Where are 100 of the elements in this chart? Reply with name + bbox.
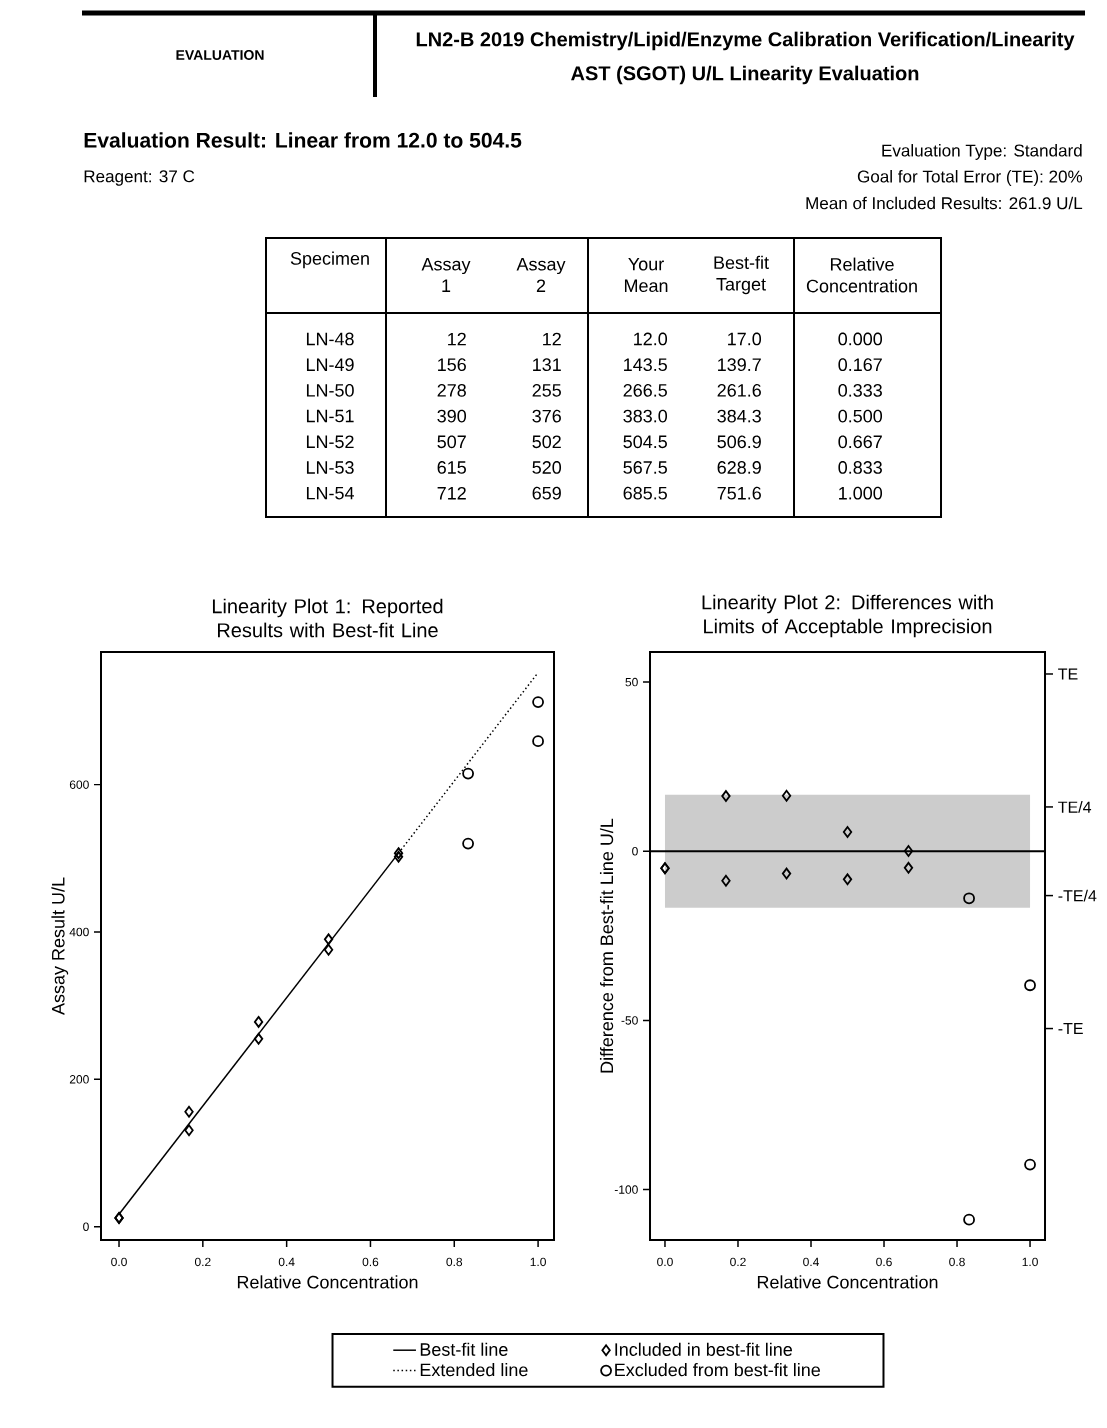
- ref-line-label: TE/4: [1058, 801, 1092, 813]
- point: [781, 867, 792, 880]
- data-label: 502: [532, 435, 561, 449]
- data-label: 685.5: [623, 486, 667, 500]
- data-label: 0.000: [838, 332, 883, 346]
- legend-label: Included in best-fit line: [615, 1342, 793, 1356]
- x-tick-label: 1.0: [530, 1257, 546, 1267]
- point: [842, 826, 853, 838]
- category-label: LN-51: [306, 409, 354, 423]
- point: [532, 735, 544, 748]
- point: [781, 789, 792, 802]
- y-tick-label: -50: [621, 1016, 638, 1025]
- ref-line-label: -TE: [1058, 1023, 1083, 1035]
- data-label: 0.667: [838, 435, 882, 449]
- data-label: 156: [438, 358, 466, 372]
- data-label: 567.5: [623, 461, 667, 474]
- point: [184, 1124, 194, 1137]
- data-label: 12.0: [634, 332, 668, 346]
- data-label: 266.5: [623, 384, 667, 397]
- point: [184, 1105, 194, 1118]
- text: Reagent: 37 C: [84, 170, 195, 186]
- data-label: 0.833: [838, 461, 882, 474]
- text: Relative Concentration: [806, 257, 917, 293]
- legend-label: Best-fit line: [420, 1342, 508, 1356]
- data-label: 712: [437, 486, 466, 500]
- x-tick-label: 0.0: [657, 1257, 673, 1267]
- point: [842, 873, 853, 886]
- point: [253, 1015, 264, 1028]
- chart-title: Linearity Plot 2: Differences with Limits of Acceptable Imprecision: [702, 594, 993, 638]
- data-label: 384.3: [717, 409, 761, 423]
- text: AST (SGOT) U/L Linearity Evaluation: [571, 65, 919, 85]
- text: Mean of Included Results: 261.9 U/L: [806, 196, 1083, 210]
- text: Evaluation Result: Linear from 12.0 to 504.5: [84, 132, 522, 148]
- data-label: 615: [437, 461, 466, 474]
- data-label: 1.000: [839, 486, 883, 500]
- x-tick-label: 0.6: [876, 1257, 892, 1267]
- text: Evaluation Type: Standard: [882, 144, 1082, 160]
- x-tick-label: 0.8: [446, 1257, 463, 1267]
- ref-line-label: TE: [1058, 668, 1078, 680]
- chart-title: Linearity Plot 1: Reported Results with Best-fit Line: [212, 598, 443, 638]
- y-tick-label: 600: [69, 780, 89, 789]
- data-label: 12: [448, 332, 466, 346]
- data-label: 659: [532, 486, 561, 500]
- text: LN2-B 2019 Chemistry/Lipid/Enzyme Calibration Verification/Linearity: [416, 31, 1075, 51]
- category-label: LN-50: [306, 384, 354, 397]
- data-label: 0.500: [838, 409, 883, 423]
- point: [903, 845, 914, 857]
- point: [721, 790, 731, 803]
- x-tick-label: 0.4: [803, 1257, 819, 1267]
- legend-label: Extended line: [420, 1363, 528, 1377]
- y-tick-label: 0: [632, 847, 638, 856]
- x-tick-label: 0.8: [949, 1257, 965, 1267]
- data-label: 139.7: [718, 358, 761, 372]
- text: Assay 2: [516, 258, 566, 292]
- data-label: 12: [543, 332, 561, 346]
- data-label: 17.0: [728, 332, 762, 346]
- data-label: 131: [533, 358, 561, 372]
- x-tick-label: 0.2: [730, 1257, 746, 1267]
- category-label: LN-52: [306, 435, 354, 449]
- category-label: LN-49: [306, 358, 354, 372]
- category-label: LN-53: [306, 461, 354, 474]
- point: [1024, 1158, 1036, 1171]
- y-axis-title: Assay Result U/L: [51, 877, 69, 1015]
- text: Your Mean: [624, 257, 668, 293]
- point: [253, 1032, 264, 1045]
- data-label: 143.5: [624, 358, 667, 372]
- text: Assay 1: [421, 258, 471, 292]
- x-tick-label: 0.4: [278, 1257, 295, 1267]
- data-label: 506.9: [717, 435, 761, 449]
- data-label: 751.6: [717, 486, 761, 500]
- x-axis-title: Relative Concentration: [757, 1275, 938, 1289]
- point: [1024, 979, 1036, 992]
- point: [963, 892, 975, 905]
- x-tick-label: 0.0: [111, 1257, 127, 1267]
- data-label: 390: [437, 409, 467, 423]
- y-tick-label: 400: [69, 927, 89, 937]
- text: Best-fit Target: [714, 255, 769, 295]
- data-label: 383.0: [623, 409, 668, 423]
- data-label: 376: [532, 409, 561, 423]
- text: EVALUATION: [176, 50, 264, 60]
- y-tick-label: 50: [625, 677, 638, 687]
- data-label: 261.6: [717, 384, 761, 397]
- data-label: 504.5: [623, 435, 667, 449]
- x-tick-label: 0.6: [362, 1257, 379, 1267]
- text: Goal for Total Error (TE): 20%: [857, 170, 1083, 186]
- data-label: 0.333: [838, 384, 882, 397]
- y-tick-label: 0: [83, 1222, 89, 1231]
- data-label: 0.167: [838, 358, 882, 372]
- point: [323, 933, 334, 946]
- data-label: 278: [437, 384, 466, 397]
- point: [323, 943, 334, 956]
- y-tick-label: -100: [614, 1185, 638, 1194]
- point: [532, 696, 544, 708]
- legend-label: Excluded from best-fit line: [615, 1363, 820, 1377]
- category-label: LN-54: [306, 486, 354, 500]
- y-axis-title: Difference from Best-fit Line U/L: [599, 818, 614, 1073]
- y-tick-label: 200: [69, 1075, 89, 1084]
- x-axis-title: Relative Concentration: [237, 1275, 418, 1289]
- category-label: LN-48: [306, 332, 354, 346]
- x-tick-label: 0.2: [194, 1257, 211, 1267]
